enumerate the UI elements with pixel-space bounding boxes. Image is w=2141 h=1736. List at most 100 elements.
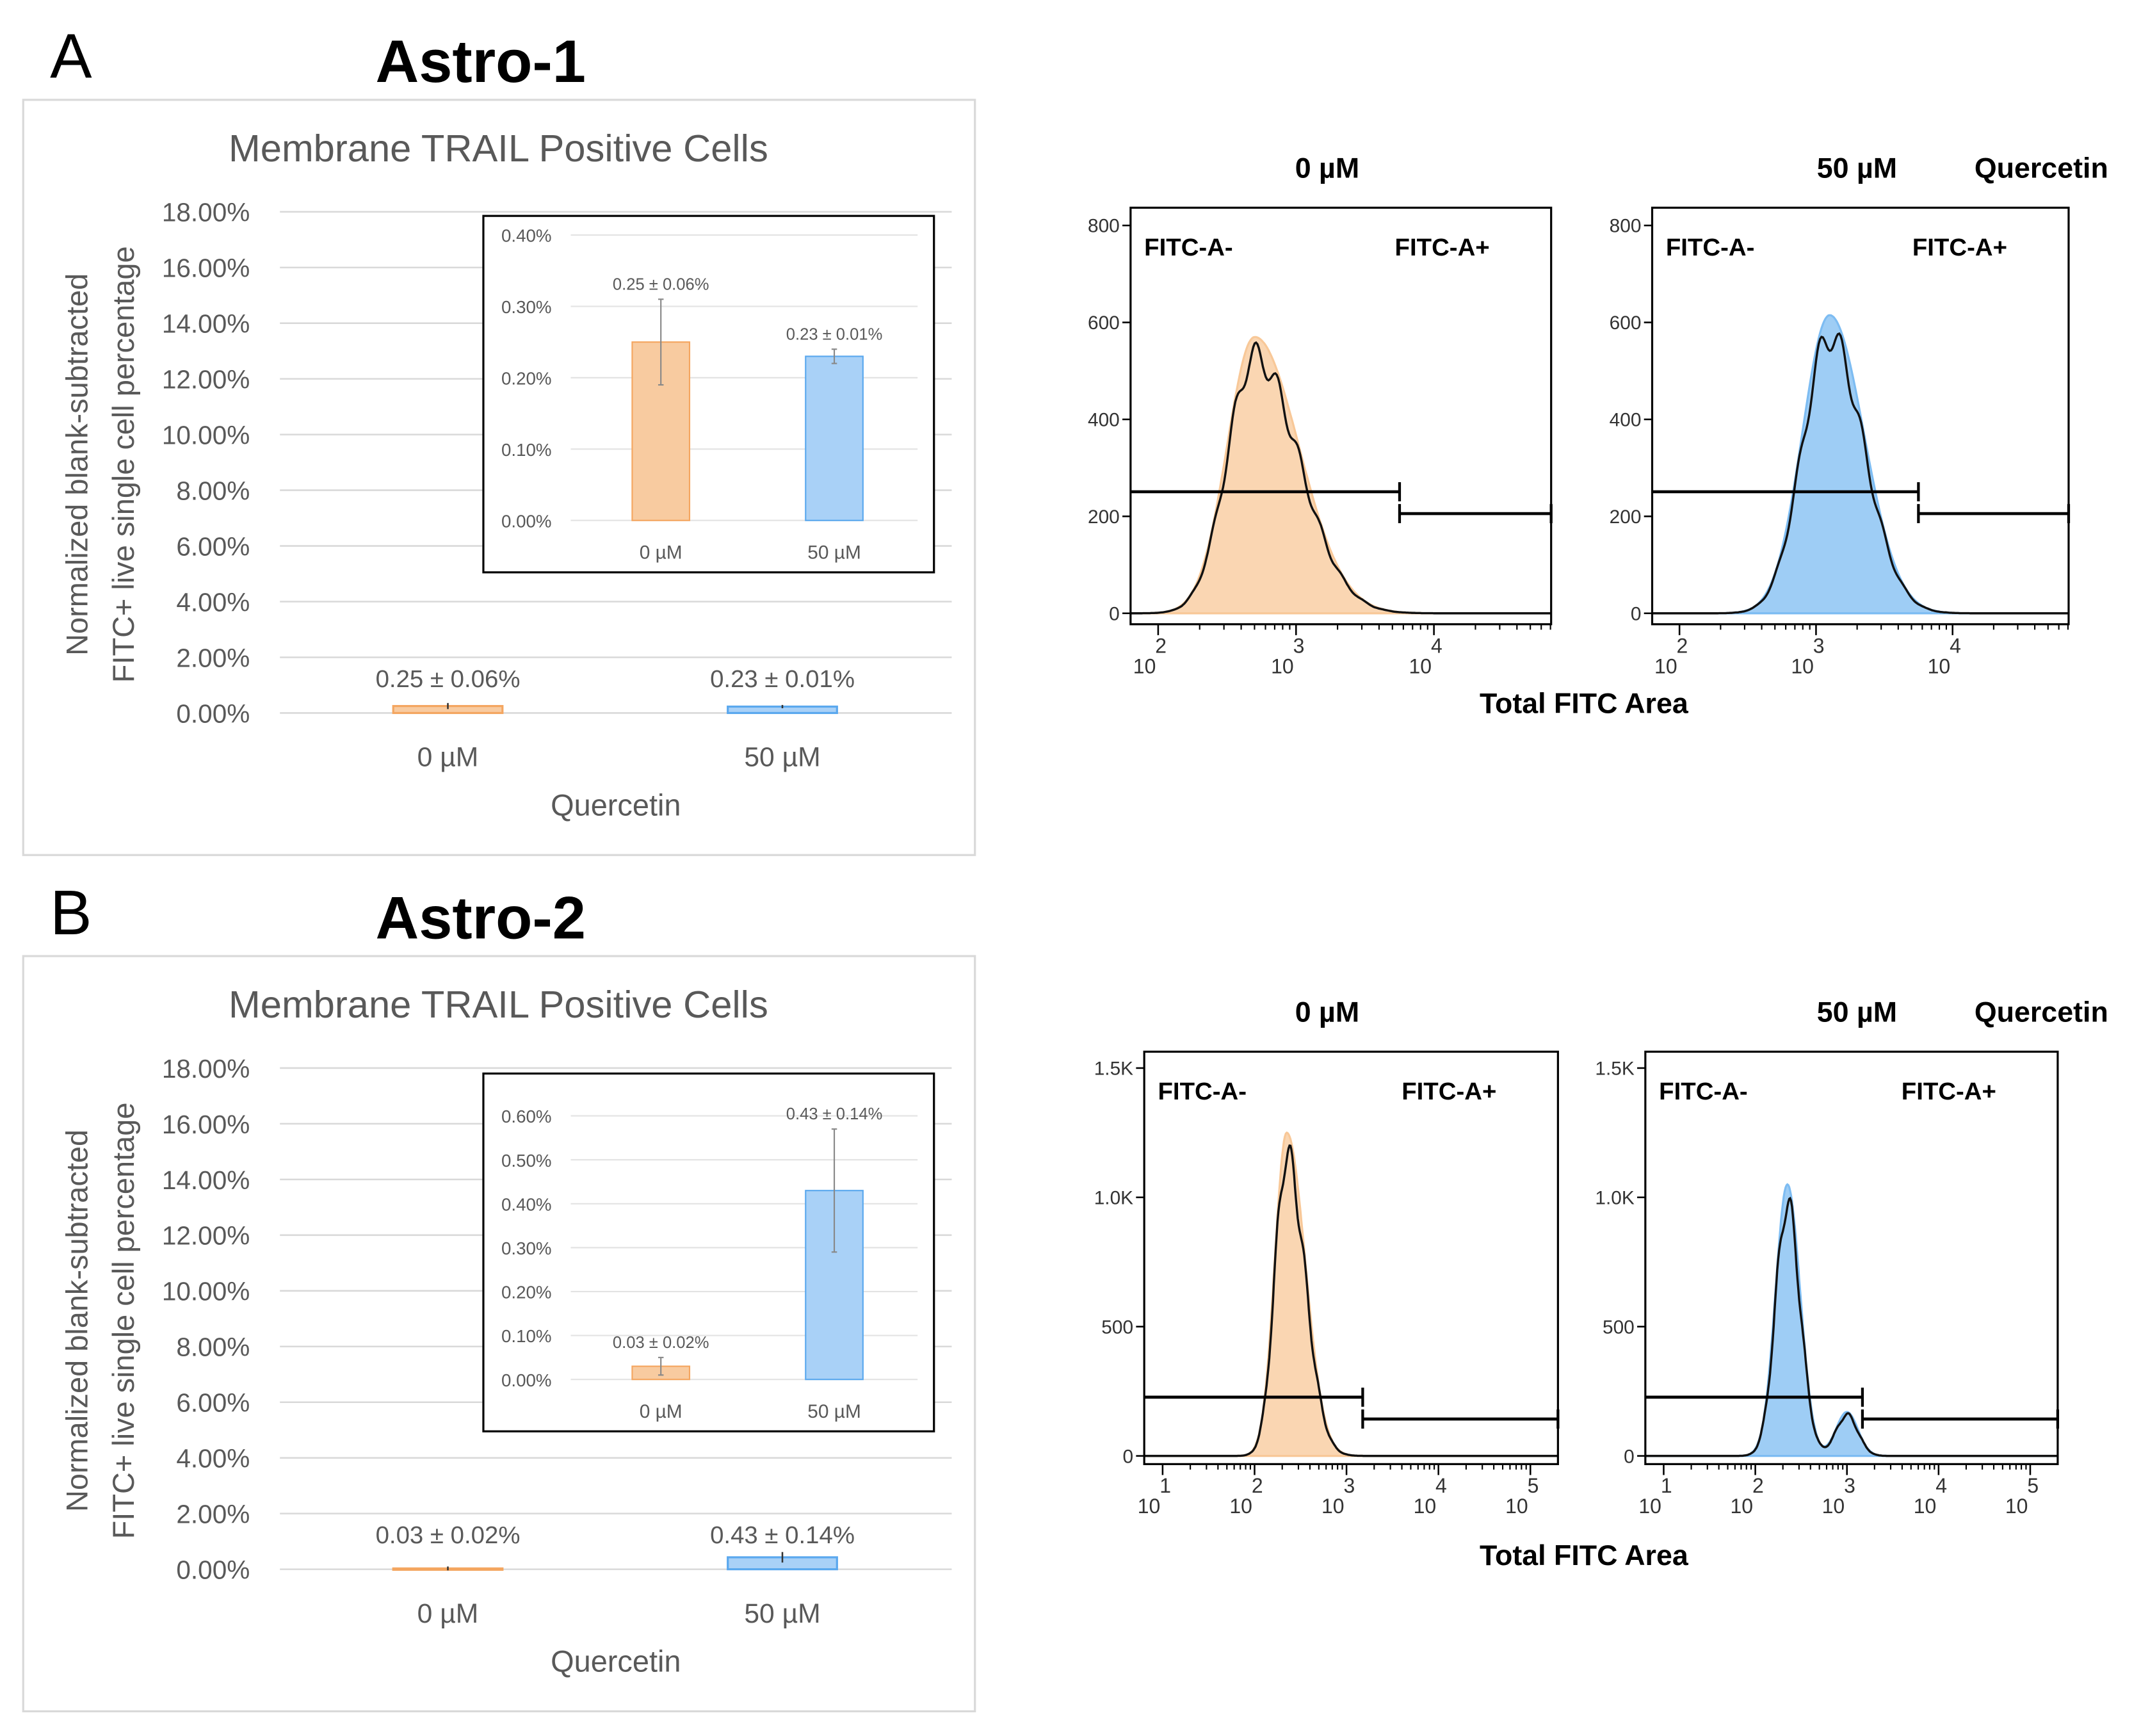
inset-data-label: 0.25 ± 0.06% (613, 275, 709, 293)
flow-y-tick-label: 400 (1088, 410, 1120, 431)
y-tick-label: 12.00% (162, 365, 250, 394)
flow-plot-frame (1143, 1050, 1559, 1466)
y-axis-title: Normalized blank-subtracted FITC+ live si… (60, 246, 140, 683)
flow-y-tick-label: 500 (1603, 1317, 1635, 1338)
flow-y-tick-label: 1.0K (1595, 1187, 1634, 1208)
y-tick-label: 12.00% (162, 1221, 250, 1251)
flow-x-tick-base: 10 (1138, 1495, 1161, 1518)
flow-x-tick-base: 10 (1321, 1495, 1345, 1518)
flow-x-tick-base: 10 (1914, 1495, 1937, 1518)
y-tick-label: 4.00% (176, 587, 250, 617)
flow-x-tick-exp: 2 (1155, 635, 1167, 658)
histogram-fill (1652, 314, 2069, 615)
flow-x-tick-exp: 3 (1813, 635, 1825, 658)
flow-y-tick-label: 0 (1109, 603, 1120, 624)
flow-x-tick-exp: 2 (1677, 635, 1688, 658)
inset-x-tick-label: 0 µM (640, 1401, 683, 1422)
flow-y-tick-label: 200 (1088, 507, 1120, 528)
inset-data-label: 0.23 ± 0.01% (786, 325, 883, 343)
flow-x-tick-exp: 3 (1343, 1474, 1355, 1497)
histogram-fill (1144, 1131, 1558, 1457)
flow-y-tick-label: 0 (1122, 1446, 1133, 1467)
inset-bar (805, 355, 864, 521)
x-tick-label: 0 µM (417, 1598, 479, 1629)
flow-x-tick-exp: 5 (1528, 1474, 1539, 1497)
flow-x-tick-base: 10 (1414, 1495, 1437, 1518)
y-axis-title: Normalized blank-subtracted FITC+ live si… (60, 1103, 140, 1539)
flow-x-tick-exp: 2 (1752, 1474, 1764, 1497)
y-tick-label: 2.00% (176, 1500, 250, 1529)
inset-y-tick-label: 0.30% (501, 297, 552, 317)
inset-x-tick-label: 50 µM (807, 542, 861, 563)
bar-chart-title: Membrane TRAIL Positive Cells (229, 127, 768, 170)
flow-x-tick-base: 10 (1271, 655, 1294, 678)
flow-y-tick-label: 600 (1610, 312, 1642, 334)
flow-x-tick-exp: 1 (1661, 1474, 1672, 1497)
data-label: 0.03 ± 0.02% (376, 1521, 521, 1549)
y-tick-label: 18.00% (162, 198, 250, 227)
flow-x-tick-base: 10 (1822, 1495, 1845, 1518)
flow-x-tick-exp: 3 (1844, 1474, 1855, 1497)
flow-y-tick-label: 600 (1088, 312, 1120, 334)
y-tick-label: 14.00% (162, 1165, 250, 1195)
flow-y-tick-label: 0 (1631, 603, 1642, 624)
y-axis-title-line2: FITC+ live single cell percentage (107, 1103, 140, 1539)
flow-x-tick-exp: 4 (1935, 1474, 1947, 1497)
y-tick-label: 2.00% (176, 643, 250, 672)
flow-y-tick-label: 400 (1610, 410, 1642, 431)
flow-treatment-label: Quercetin (1975, 996, 2108, 1028)
flow-title-50uM: 50 µM (1817, 152, 1897, 184)
inset-x-tick-label: 50 µM (807, 1401, 861, 1422)
flow-y-tick-label: 800 (1088, 216, 1120, 237)
data-label: 0.25 ± 0.06% (376, 665, 521, 693)
flow-x-tick-base: 10 (1791, 655, 1814, 678)
gate-label-negative: FITC-A- (1666, 234, 1755, 261)
y-axis-title-line1: Normalized blank-subtracted (60, 273, 93, 656)
flow-x-tick-base: 10 (1505, 1495, 1528, 1518)
flow-title-50uM: 50 µM (1817, 996, 1897, 1028)
y-tick-label: 16.00% (162, 254, 250, 283)
inset-data-label: 0.43 ± 0.14% (786, 1105, 883, 1123)
y-tick-label: 0.00% (176, 699, 250, 728)
inset-y-tick-label: 0.30% (501, 1238, 552, 1258)
y-tick-label: 18.00% (162, 1054, 250, 1083)
y-tick-label: 8.00% (176, 1333, 250, 1362)
flow-x-tick-base: 10 (1638, 1495, 1661, 1518)
flow-plot-frame (1129, 206, 1553, 626)
histogram-outline (1645, 1196, 2058, 1457)
flow-x-axis-title: Total FITC Area (1480, 1539, 1689, 1571)
x-tick-label: 50 µM (744, 742, 820, 773)
y-tick-label: 8.00% (176, 476, 250, 506)
gate-label-positive: FITC-A+ (1902, 1078, 1996, 1105)
flow-y-tick-label: 1.5K (1595, 1059, 1634, 1080)
inset-y-tick-label: 0.10% (501, 440, 552, 460)
data-label: 0.43 ± 0.14% (710, 1521, 855, 1549)
flow-plot-frame (1651, 206, 2070, 626)
gate-label-positive: FITC-A+ (1912, 234, 2007, 261)
flow-title-0uM: 0 µM (1295, 152, 1359, 184)
flow-y-tick-label: 500 (1101, 1317, 1133, 1338)
flow-x-tick-base: 10 (1133, 655, 1156, 678)
panel-letter: A (50, 21, 92, 92)
flow-x-axis-title: Total FITC Area (1480, 687, 1689, 719)
inset-y-tick-label: 0.10% (501, 1326, 552, 1346)
x-tick-label: 0 µM (417, 742, 479, 773)
flow-x-tick-exp: 4 (1950, 635, 1961, 658)
histogram-outline (1652, 332, 2069, 615)
inset-y-tick-label: 0.40% (501, 1194, 552, 1214)
flow-y-tick-label: 1.0K (1094, 1187, 1133, 1208)
inset-x-tick-label: 0 µM (640, 542, 683, 563)
y-tick-label: 14.00% (162, 309, 250, 339)
flow-y-tick-label: 800 (1610, 216, 1642, 237)
flow-title-0uM: 0 µM (1295, 996, 1359, 1028)
histogram-outline (1130, 341, 1551, 615)
gate-label-negative: FITC-A- (1158, 1078, 1247, 1105)
gate-label-positive: FITC-A+ (1402, 1078, 1496, 1105)
inset-y-tick-label: 0.40% (501, 226, 552, 246)
inset-y-tick-label: 0.00% (501, 1370, 552, 1390)
flow-x-tick-exp: 4 (1435, 1474, 1447, 1497)
flow-plot-frame (1644, 1050, 2059, 1466)
panel-title: Astro-1 (375, 28, 585, 95)
flow-x-tick-exp: 2 (1252, 1474, 1263, 1497)
flow-x-tick-base: 10 (1654, 655, 1677, 678)
